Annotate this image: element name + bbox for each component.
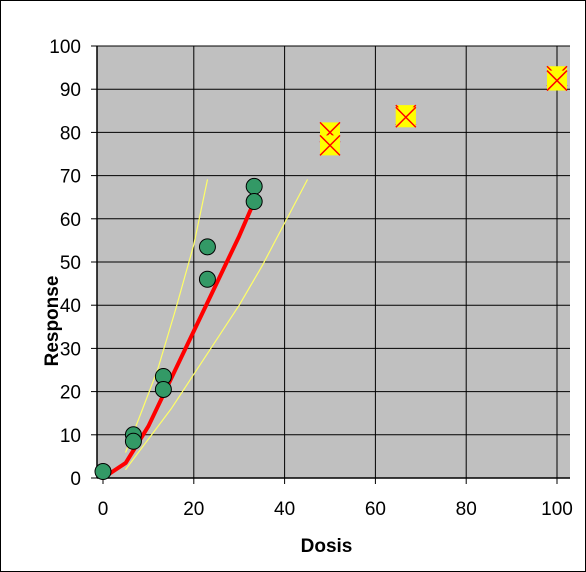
excluded-point-cross — [546, 70, 568, 92]
grid-lines — [97, 45, 570, 479]
data-point — [198, 238, 216, 256]
y-tick-label: 100 — [49, 37, 81, 58]
excluded-point-cross — [395, 106, 417, 128]
confidence-band-line — [125, 179, 308, 470]
y-tick-label: 90 — [60, 80, 81, 101]
excluded-point — [395, 106, 417, 128]
data-point — [245, 193, 263, 211]
y-tick-label: 80 — [60, 123, 81, 144]
excluded-point — [546, 70, 568, 92]
y-tick-label: 30 — [60, 339, 81, 360]
excluded-point — [319, 134, 341, 156]
y-tick-label: 70 — [60, 167, 81, 188]
y-tick-label: 10 — [60, 426, 81, 447]
y-tick-label: 20 — [60, 383, 81, 404]
y-tick-label: 0 — [70, 469, 81, 490]
y-tick-label: 50 — [60, 253, 81, 274]
y-tick-labels: 0 10 20 30 40 50 60 70 80 90 100 — [49, 37, 81, 490]
x-tick-labels: 0 20 40 60 80 100 — [98, 499, 573, 520]
x-tick-label: 80 — [456, 499, 477, 520]
x-tick-label: 40 — [274, 499, 295, 520]
confidence-band-line — [125, 179, 208, 453]
data-point — [154, 380, 172, 398]
x-tick-label: 20 — [183, 499, 204, 520]
y-tick-label: 60 — [60, 210, 81, 231]
axes — [91, 45, 570, 484]
x-tick-label: 60 — [365, 499, 386, 520]
data-point — [198, 270, 216, 288]
x-axis-title: Dosis — [301, 536, 353, 557]
data-point — [245, 177, 263, 195]
data-point — [94, 463, 112, 481]
fit-curve — [101, 199, 257, 480]
x-tick-label: 100 — [541, 499, 573, 520]
series-layer — [94, 65, 568, 481]
x-tick-label: 0 — [98, 499, 109, 520]
y-axis-title: Response — [42, 276, 63, 367]
y-tick-label: 40 — [60, 296, 81, 317]
data-point — [124, 432, 142, 450]
excluded-point-cross — [319, 134, 341, 156]
